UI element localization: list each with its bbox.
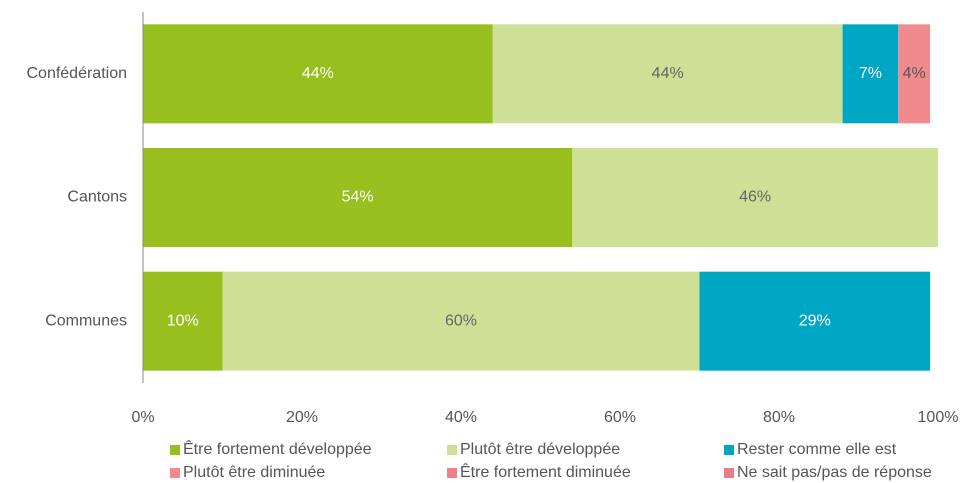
data-label: 46% bbox=[739, 189, 771, 206]
legend-label: Plutôt être diminuée bbox=[183, 464, 325, 481]
legend-swatch bbox=[170, 445, 180, 455]
bar-segment bbox=[699, 271, 931, 371]
bar-segment bbox=[842, 24, 899, 124]
data-label: 10% bbox=[167, 312, 199, 329]
x-tick-label: 80% bbox=[763, 409, 795, 426]
legend-swatch bbox=[170, 468, 180, 478]
data-label: 7% bbox=[859, 65, 882, 82]
data-label: 54% bbox=[342, 189, 374, 206]
bar-segment bbox=[572, 148, 938, 247]
legend-swatch bbox=[724, 468, 734, 478]
bar-segment bbox=[143, 271, 223, 371]
legend-swatch bbox=[447, 445, 457, 455]
y-tick-label: Confédération bbox=[26, 65, 127, 82]
x-tick-label: 20% bbox=[286, 409, 318, 426]
bar-segment bbox=[898, 24, 931, 124]
data-label: 29% bbox=[799, 312, 831, 329]
legend-label: Être fortement développée bbox=[183, 439, 372, 458]
x-tick-label: 40% bbox=[445, 409, 477, 426]
x-tick-label: 60% bbox=[604, 409, 636, 426]
bar-segment bbox=[143, 148, 573, 247]
y-tick-label: Cantons bbox=[67, 189, 127, 206]
bar-segment bbox=[222, 271, 700, 371]
legend-label: Rester comme elle est bbox=[737, 441, 897, 458]
bar-segment bbox=[143, 24, 493, 124]
legend-swatch bbox=[724, 445, 734, 455]
x-tick-label: 100% bbox=[918, 409, 959, 426]
legend-swatch bbox=[447, 468, 457, 478]
legend-label: Être fortement diminuée bbox=[460, 462, 631, 481]
y-tick-label: Communes bbox=[45, 312, 127, 329]
legend-label: Plutôt être développée bbox=[460, 441, 620, 458]
x-tick-label: 0% bbox=[131, 409, 154, 426]
legend-label: Ne sait pas/pas de réponse bbox=[737, 464, 932, 481]
data-label: 4% bbox=[903, 65, 926, 82]
data-label: 44% bbox=[652, 65, 684, 82]
data-label: 44% bbox=[302, 65, 334, 82]
data-label: 60% bbox=[445, 312, 477, 329]
bar-segment bbox=[492, 24, 843, 124]
